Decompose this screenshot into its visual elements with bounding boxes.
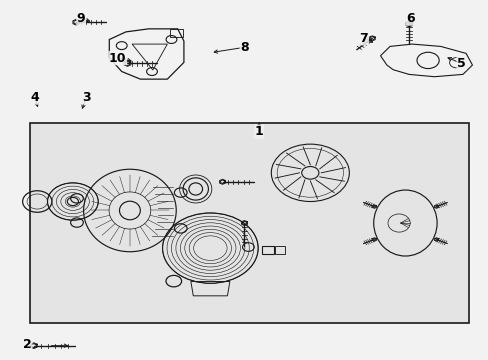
Text: 2: 2 — [23, 338, 32, 351]
Text: 6: 6 — [405, 12, 414, 25]
Text: 3: 3 — [81, 91, 90, 104]
Text: 9: 9 — [77, 12, 85, 25]
Bar — [30, 123, 468, 323]
Text: 4: 4 — [30, 91, 39, 104]
Text: 8: 8 — [240, 41, 248, 54]
Text: 5: 5 — [456, 57, 465, 70]
Bar — [170, 29, 183, 37]
Text: 10: 10 — [109, 51, 126, 64]
Text: 1: 1 — [254, 125, 263, 138]
Bar — [275, 246, 285, 253]
Text: 7: 7 — [359, 32, 367, 45]
Bar — [262, 246, 273, 254]
